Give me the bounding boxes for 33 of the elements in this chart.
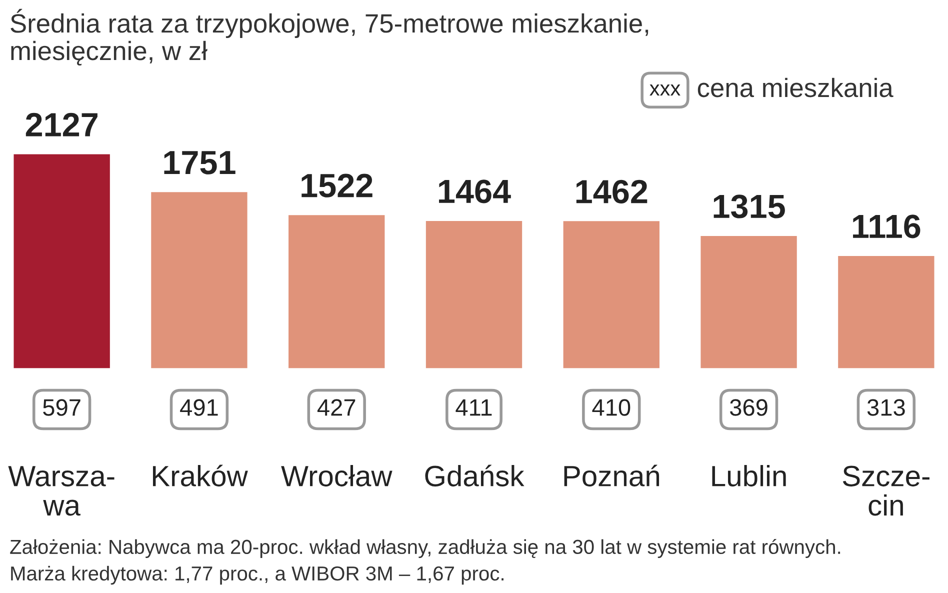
data-label: 1462 — [576, 180, 648, 204]
x-tick-label: Kraków — [152, 464, 248, 486]
bar — [838, 256, 934, 368]
text: 597 — [43, 399, 80, 416]
bar — [426, 220, 522, 368]
chart-title: Średnia rata za trzypokojowe, 75-metrowe mieszkanie, miesięcznie, w zł — [10, 8, 648, 66]
data-label: 2127 — [26, 112, 98, 136]
data-label: 1751 — [164, 151, 236, 174]
text: 427 — [317, 399, 356, 416]
text: 313 — [867, 399, 905, 416]
text: 411 — [456, 399, 492, 416]
text: 369 — [730, 399, 768, 416]
bar — [151, 192, 248, 368]
bar — [700, 236, 797, 368]
text: cena mieszkania — [698, 78, 894, 98]
bar — [563, 221, 660, 368]
x-tick-label: Lublin — [712, 465, 786, 486]
x-tick-label: Wrocław — [281, 465, 392, 486]
data-label: 1315 — [714, 194, 785, 218]
x-tick-label: Szcze- cin — [842, 466, 930, 516]
text: Założenia: Nabywca ma 20-proc. wkład własny, zadłuża się na 30 lat w systemie rat równych. — [10, 539, 840, 558]
data-label: 1522 — [302, 174, 372, 198]
bar — [14, 154, 110, 368]
x-tick-label: Warsza- wa — [8, 466, 114, 516]
x-tick-label: Gdańsk — [425, 464, 524, 486]
bar — [288, 215, 385, 368]
data-label: 1116 — [853, 214, 920, 238]
text: 491 — [180, 399, 218, 416]
x-tick-label: Poznań — [564, 464, 660, 486]
data-label: 1464 — [439, 180, 511, 204]
text: Marża kredytowa: 1,77 proc., a WIBOR 3M – 1,67 proc. — [11, 566, 504, 585]
text: xxx — [650, 84, 680, 96]
text: 410 — [592, 399, 630, 416]
